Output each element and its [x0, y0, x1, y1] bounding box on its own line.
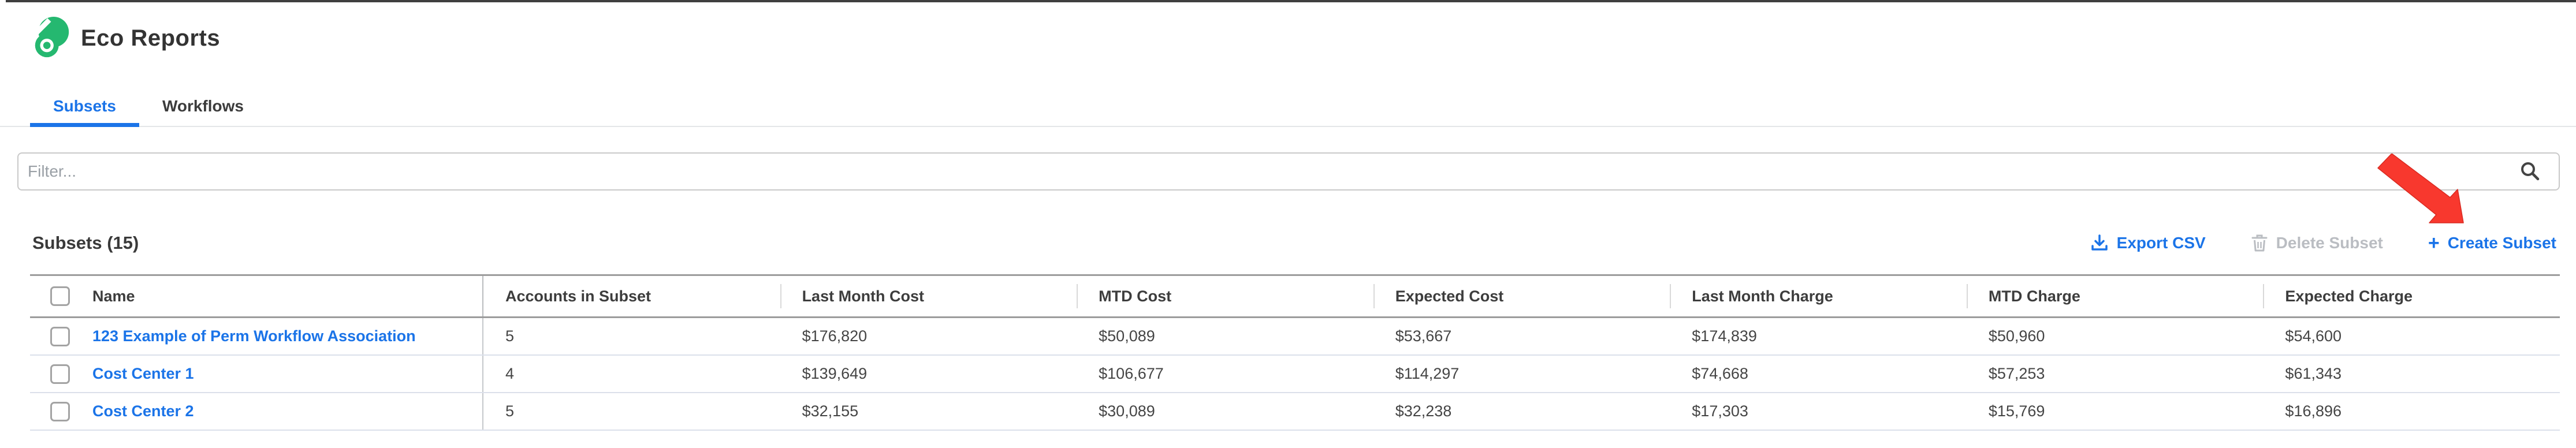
expected-cost-cell: $32,238: [1395, 402, 1452, 420]
row-checkbox[interactable]: [50, 326, 70, 346]
table-header-mtd-charge: MTD Charge: [1966, 276, 2264, 316]
select-all-checkbox[interactable]: [50, 286, 70, 306]
row-checkbox[interactable]: [50, 401, 70, 421]
create-subset-button[interactable]: + Create Subset: [2428, 233, 2556, 253]
trash-icon: [2251, 234, 2268, 252]
mtd-cost-cell: $106,677: [1099, 365, 1164, 382]
last-month-cost-cell: $176,820: [802, 327, 868, 345]
last-month-charge-cell: $74,668: [1692, 365, 1748, 382]
expected-cost-cell: $53,667: [1395, 327, 1452, 345]
mtd-charge-cell: $57,253: [1988, 365, 2045, 382]
table-header-expected-charge: Expected Charge: [2263, 276, 2560, 316]
table-row: Cost Center 2 5 $32,155 $30,089 $32,238 …: [30, 393, 2560, 431]
table-header-last-month-cost: Last Month Cost: [780, 276, 1077, 316]
mtd-cost-cell: $50,089: [1099, 327, 1155, 345]
subset-name-link[interactable]: 123 Example of Perm Workflow Association: [92, 327, 416, 345]
page-title: Eco Reports: [81, 25, 221, 51]
accounts-cell: 5: [505, 402, 515, 420]
tab-subsets-label: Subsets: [53, 97, 116, 115]
section-header: Subsets (15) Export CSV Delete Sub: [32, 226, 2556, 260]
tab-workflows-label: Workflows: [162, 97, 244, 115]
filter-input[interactable]: [18, 162, 2518, 181]
subsets-count-heading: Subsets (15): [32, 233, 139, 253]
mtd-cost-cell: $30,089: [1099, 402, 1155, 420]
name-cell: Cost Center 1: [30, 356, 483, 392]
export-csv-label: Export CSV: [2116, 234, 2206, 252]
mtd-charge-cell: $50,960: [1988, 327, 2045, 345]
tab-subsets[interactable]: Subsets: [30, 87, 139, 127]
table-actions: Export CSV Delete Subset + Create Subset: [2090, 233, 2556, 253]
create-subset-label: Create Subset: [2447, 234, 2556, 252]
table-header-accounts: Accounts in Subset: [505, 287, 652, 305]
last-month-charge-cell: $174,839: [1692, 327, 1757, 345]
last-month-charge-cell: $17,303: [1692, 402, 1748, 420]
accounts-cell: 5: [505, 327, 515, 345]
delete-subset-button[interactable]: Delete Subset: [2251, 234, 2383, 252]
last-month-cost-cell: $32,155: [802, 402, 859, 420]
table-header-mtd-cost: MTD Cost: [1077, 276, 1373, 316]
mtd-charge-cell: $15,769: [1988, 402, 2045, 420]
name-cell: 123 Example of Perm Workflow Association: [30, 318, 483, 354]
table-row: Cost Center 1 4 $139,649 $106,677 $114,2…: [30, 356, 2560, 393]
table-header-row: Name Accounts in Subset Last Month Cost …: [30, 274, 2560, 318]
download-icon: [2091, 234, 2108, 251]
eco-logo-icon: [32, 16, 69, 58]
export-csv-button[interactable]: Export CSV: [2090, 234, 2206, 252]
table-row: 123 Example of Perm Workflow Association…: [30, 318, 2560, 356]
search-icon[interactable]: [2518, 160, 2541, 183]
subset-name-link[interactable]: Cost Center 1: [92, 365, 194, 382]
accounts-cell: 4: [505, 365, 515, 382]
subsets-table: Name Accounts in Subset Last Month Cost …: [30, 274, 2560, 431]
expected-charge-cell: $54,600: [2285, 327, 2342, 345]
table-header-last-month-charge: Last Month Charge: [1670, 276, 1967, 316]
table-header-expected-cost: Expected Cost: [1373, 276, 1670, 316]
row-checkbox[interactable]: [50, 364, 70, 384]
table-header-name: Name: [30, 276, 483, 316]
expected-charge-cell: $16,896: [2285, 402, 2342, 420]
column-label-name: Name: [92, 287, 135, 305]
subset-name-link[interactable]: Cost Center 2: [92, 402, 194, 420]
app-header: Eco Reports: [32, 16, 220, 60]
tab-bar: Subsets Workflows: [0, 87, 2576, 127]
plus-icon: +: [2428, 232, 2440, 254]
filter-bar: [17, 152, 2560, 191]
name-cell: Cost Center 2: [30, 393, 483, 430]
tab-workflows[interactable]: Workflows: [139, 87, 267, 126]
expected-cost-cell: $114,297: [1395, 365, 1460, 382]
delete-subset-label: Delete Subset: [2276, 234, 2383, 252]
last-month-cost-cell: $139,649: [802, 365, 868, 382]
viewport-top-edge: [6, 0, 2576, 2]
expected-charge-cell: $61,343: [2285, 365, 2342, 382]
